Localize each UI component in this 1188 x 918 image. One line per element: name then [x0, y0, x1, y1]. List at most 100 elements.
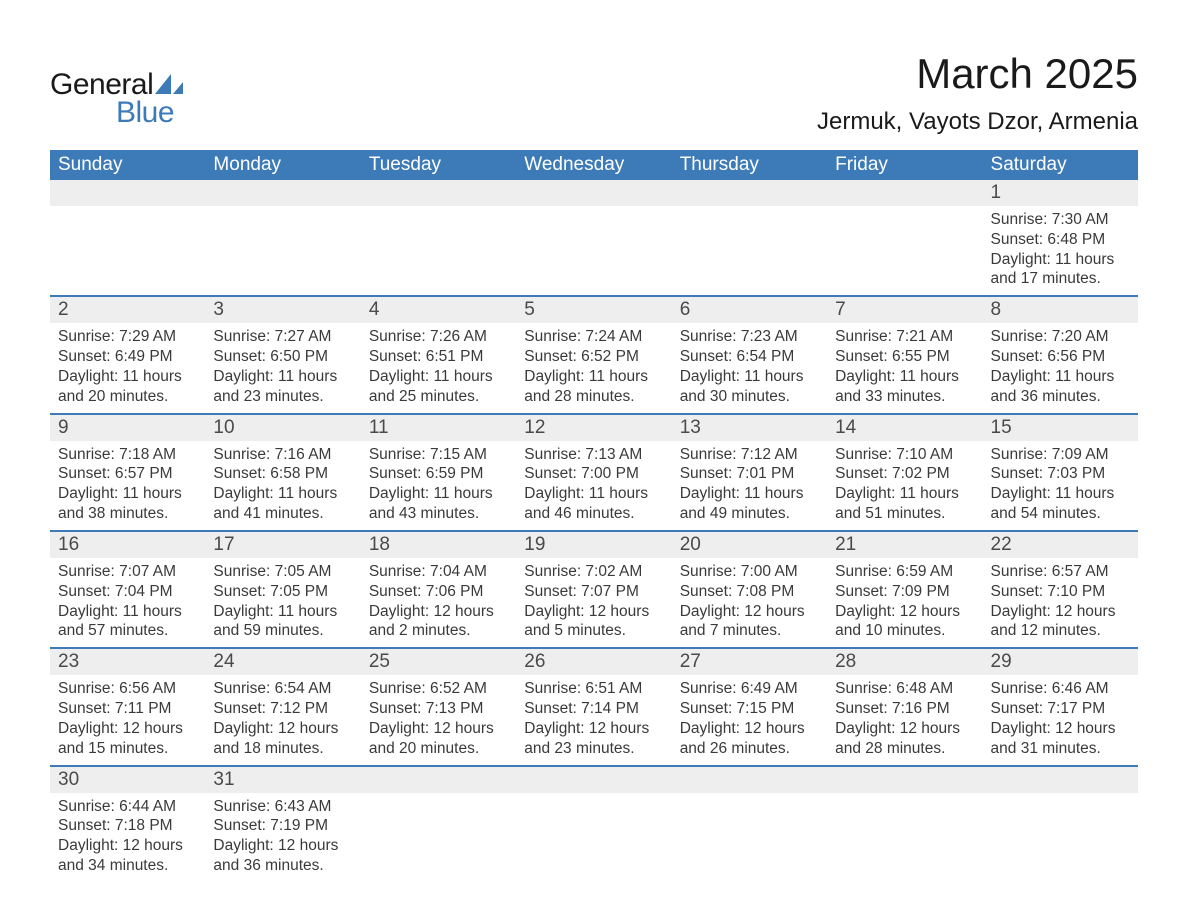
sunset-line: Sunset: 6:51 PM: [369, 347, 508, 367]
day-details: Sunrise: 6:52 AMSunset: 7:13 PMDaylight:…: [361, 675, 516, 764]
day-details: Sunrise: 7:23 AMSunset: 6:54 PMDaylight:…: [672, 323, 827, 412]
daylight-line: Daylight: 11 hours and 51 minutes.: [835, 484, 974, 524]
sunrise-line: Sunrise: 7:00 AM: [680, 562, 819, 582]
sunset-line: Sunset: 7:09 PM: [835, 582, 974, 602]
day-number: 30: [50, 767, 205, 793]
day-number-empty: [516, 180, 671, 206]
sunrise-line: Sunrise: 6:57 AM: [991, 562, 1130, 582]
calendar-day-cell: [50, 180, 205, 296]
day-details: Sunrise: 6:56 AMSunset: 7:11 PMDaylight:…: [50, 675, 205, 764]
sunrise-line: Sunrise: 6:44 AM: [58, 797, 197, 817]
calendar-day-cell: 7Sunrise: 7:21 AMSunset: 6:55 PMDaylight…: [827, 296, 982, 413]
day-number: 22: [983, 532, 1138, 558]
daylight-line: Daylight: 11 hours and 28 minutes.: [524, 367, 663, 407]
day-number-empty: [827, 180, 982, 206]
sunrise-line: Sunrise: 7:09 AM: [991, 445, 1130, 465]
daylight-line: Daylight: 12 hours and 10 minutes.: [835, 602, 974, 642]
day-number: 29: [983, 649, 1138, 675]
day-details: Sunrise: 6:48 AMSunset: 7:16 PMDaylight:…: [827, 675, 982, 764]
sunrise-line: Sunrise: 7:30 AM: [991, 210, 1130, 230]
calendar-day-cell: 2Sunrise: 7:29 AMSunset: 6:49 PMDaylight…: [50, 296, 205, 413]
day-details: Sunrise: 7:09 AMSunset: 7:03 PMDaylight:…: [983, 441, 1138, 530]
sunset-line: Sunset: 7:02 PM: [835, 464, 974, 484]
day-details: Sunrise: 7:07 AMSunset: 7:04 PMDaylight:…: [50, 558, 205, 647]
calendar-day-cell: 18Sunrise: 7:04 AMSunset: 7:06 PMDayligh…: [361, 531, 516, 648]
sunset-line: Sunset: 7:18 PM: [58, 816, 197, 836]
day-details: Sunrise: 6:49 AMSunset: 7:15 PMDaylight:…: [672, 675, 827, 764]
sunrise-line: Sunrise: 7:12 AM: [680, 445, 819, 465]
day-details: Sunrise: 7:20 AMSunset: 6:56 PMDaylight:…: [983, 323, 1138, 412]
calendar-day-cell: 28Sunrise: 6:48 AMSunset: 7:16 PMDayligh…: [827, 648, 982, 765]
daylight-line: Daylight: 11 hours and 23 minutes.: [213, 367, 352, 407]
calendar-day-cell: 16Sunrise: 7:07 AMSunset: 7:04 PMDayligh…: [50, 531, 205, 648]
sunrise-line: Sunrise: 6:43 AM: [213, 797, 352, 817]
daylight-line: Daylight: 12 hours and 5 minutes.: [524, 602, 663, 642]
day-number: 5: [516, 297, 671, 323]
sunset-line: Sunset: 6:48 PM: [991, 230, 1130, 250]
sunrise-line: Sunrise: 7:07 AM: [58, 562, 197, 582]
day-details: Sunrise: 6:43 AMSunset: 7:19 PMDaylight:…: [205, 793, 360, 882]
day-details: Sunrise: 6:57 AMSunset: 7:10 PMDaylight:…: [983, 558, 1138, 647]
day-number: 10: [205, 415, 360, 441]
calendar-day-cell: [361, 180, 516, 296]
sunset-line: Sunset: 7:04 PM: [58, 582, 197, 602]
daylight-line: Daylight: 11 hours and 43 minutes.: [369, 484, 508, 524]
daylight-line: Daylight: 12 hours and 18 minutes.: [213, 719, 352, 759]
calendar-day-cell: [827, 180, 982, 296]
day-details: Sunrise: 6:59 AMSunset: 7:09 PMDaylight:…: [827, 558, 982, 647]
sunset-line: Sunset: 7:11 PM: [58, 699, 197, 719]
calendar-day-cell: 14Sunrise: 7:10 AMSunset: 7:02 PMDayligh…: [827, 414, 982, 531]
calendar-day-cell: 3Sunrise: 7:27 AMSunset: 6:50 PMDaylight…: [205, 296, 360, 413]
day-details: Sunrise: 7:10 AMSunset: 7:02 PMDaylight:…: [827, 441, 982, 530]
calendar-day-cell: 4Sunrise: 7:26 AMSunset: 6:51 PMDaylight…: [361, 296, 516, 413]
daylight-line: Daylight: 12 hours and 26 minutes.: [680, 719, 819, 759]
day-details: Sunrise: 7:30 AMSunset: 6:48 PMDaylight:…: [983, 206, 1138, 295]
sunrise-line: Sunrise: 6:54 AM: [213, 679, 352, 699]
day-details: Sunrise: 6:44 AMSunset: 7:18 PMDaylight:…: [50, 793, 205, 882]
sunset-line: Sunset: 7:01 PM: [680, 464, 819, 484]
day-number: 8: [983, 297, 1138, 323]
day-number-empty: [516, 767, 671, 793]
sunrise-line: Sunrise: 7:13 AM: [524, 445, 663, 465]
weekday-header: Wednesday: [516, 150, 671, 180]
daylight-line: Daylight: 12 hours and 2 minutes.: [369, 602, 508, 642]
day-number: 13: [672, 415, 827, 441]
day-number: 31: [205, 767, 360, 793]
daylight-line: Daylight: 12 hours and 12 minutes.: [991, 602, 1130, 642]
calendar-day-cell: [205, 180, 360, 296]
day-number: 24: [205, 649, 360, 675]
calendar-week-row: 2Sunrise: 7:29 AMSunset: 6:49 PMDaylight…: [50, 296, 1138, 413]
sunset-line: Sunset: 7:13 PM: [369, 699, 508, 719]
sunrise-line: Sunrise: 7:21 AM: [835, 327, 974, 347]
calendar-day-cell: 15Sunrise: 7:09 AMSunset: 7:03 PMDayligh…: [983, 414, 1138, 531]
sunrise-line: Sunrise: 7:16 AM: [213, 445, 352, 465]
day-details: Sunrise: 7:16 AMSunset: 6:58 PMDaylight:…: [205, 441, 360, 530]
day-details: Sunrise: 7:18 AMSunset: 6:57 PMDaylight:…: [50, 441, 205, 530]
day-number-empty: [672, 180, 827, 206]
day-details: Sunrise: 6:46 AMSunset: 7:17 PMDaylight:…: [983, 675, 1138, 764]
sunrise-line: Sunrise: 7:20 AM: [991, 327, 1130, 347]
calendar-day-cell: 21Sunrise: 6:59 AMSunset: 7:09 PMDayligh…: [827, 531, 982, 648]
day-number: 26: [516, 649, 671, 675]
location-subtitle: Jermuk, Vayots Dzor, Armenia: [817, 108, 1138, 136]
calendar-day-cell: [516, 766, 671, 882]
calendar-day-cell: 19Sunrise: 7:02 AMSunset: 7:07 PMDayligh…: [516, 531, 671, 648]
sunset-line: Sunset: 7:15 PM: [680, 699, 819, 719]
day-details: Sunrise: 7:15 AMSunset: 6:59 PMDaylight:…: [361, 441, 516, 530]
calendar-day-cell: 17Sunrise: 7:05 AMSunset: 7:05 PMDayligh…: [205, 531, 360, 648]
day-number-empty: [361, 180, 516, 206]
daylight-line: Daylight: 11 hours and 36 minutes.: [991, 367, 1130, 407]
day-number: 25: [361, 649, 516, 675]
day-details: Sunrise: 6:54 AMSunset: 7:12 PMDaylight:…: [205, 675, 360, 764]
daylight-line: Daylight: 11 hours and 46 minutes.: [524, 484, 663, 524]
calendar-day-cell: 5Sunrise: 7:24 AMSunset: 6:52 PMDaylight…: [516, 296, 671, 413]
calendar-day-cell: 25Sunrise: 6:52 AMSunset: 7:13 PMDayligh…: [361, 648, 516, 765]
calendar-day-cell: 8Sunrise: 7:20 AMSunset: 6:56 PMDaylight…: [983, 296, 1138, 413]
day-number: 12: [516, 415, 671, 441]
sunset-line: Sunset: 7:08 PM: [680, 582, 819, 602]
calendar-day-cell: [361, 766, 516, 882]
sunrise-line: Sunrise: 7:02 AM: [524, 562, 663, 582]
day-number: 21: [827, 532, 982, 558]
sunrise-line: Sunrise: 7:18 AM: [58, 445, 197, 465]
day-number-empty: [672, 767, 827, 793]
